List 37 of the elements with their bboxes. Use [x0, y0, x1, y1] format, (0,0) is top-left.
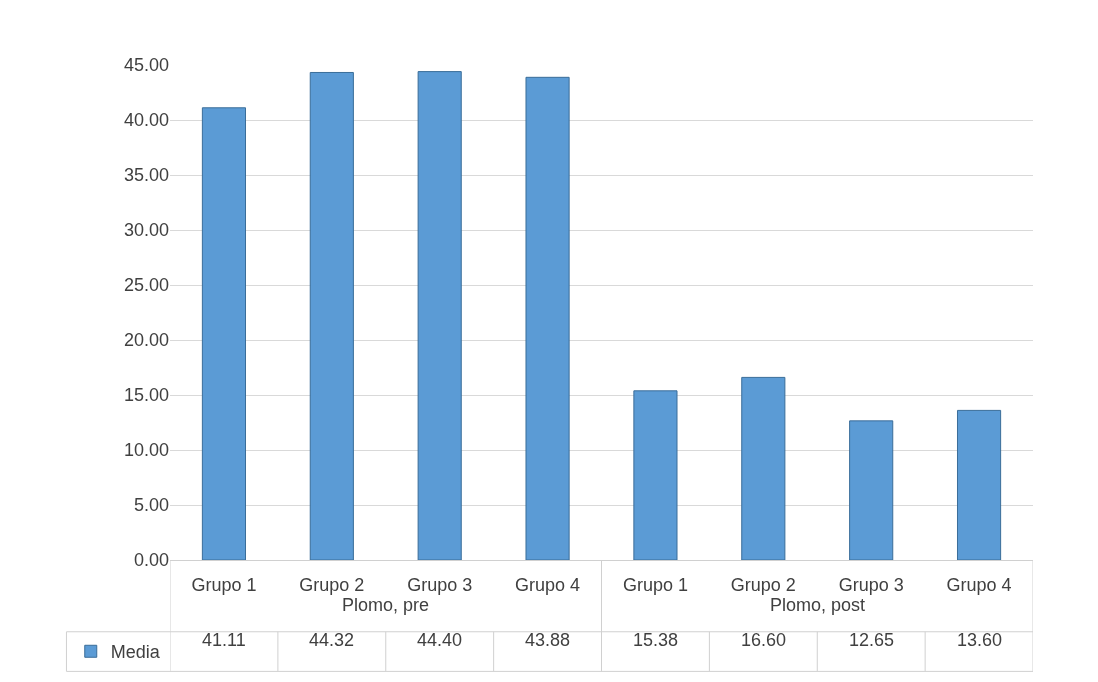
- data-label: 16.60: [741, 630, 787, 650]
- y-tick-label: 20.00: [123, 330, 169, 351]
- x-tick-label: Grupo 2: [730, 574, 796, 595]
- bar: [956, 409, 1002, 560]
- data-label: 13.60: [957, 630, 1003, 650]
- data-label: 43.88: [525, 630, 571, 650]
- data-label: 44.32: [309, 630, 355, 650]
- bar: [201, 107, 247, 560]
- y-tick-label: 5.00: [133, 495, 169, 516]
- bar: [849, 420, 894, 560]
- y-tick-label: 45.00: [123, 55, 169, 76]
- y-tick-label: 10.00: [123, 440, 169, 461]
- x-tick-label: Grupo 3: [407, 574, 473, 595]
- text: Plomo, pre: [342, 595, 430, 615]
- bar: [633, 390, 678, 560]
- y-tick-label: 35.00: [123, 165, 169, 186]
- legend-label: Media: [110, 642, 161, 663]
- x-tick-label: Grupo 1: [622, 574, 688, 595]
- y-tick-label: 40.00: [123, 110, 169, 131]
- bar: [525, 76, 570, 560]
- x-tick-label: Grupo 3: [838, 574, 904, 595]
- data-label: 44.40: [417, 630, 463, 650]
- data-label: 41.11: [202, 630, 246, 650]
- x-tick-label: Grupo 1: [191, 574, 257, 595]
- y-tick-label: 30.00: [123, 220, 169, 241]
- text: Plomo, post: [770, 595, 866, 615]
- data-label: 15.38: [633, 630, 679, 650]
- y-tick-label: 15.00: [123, 385, 169, 406]
- x-tick-label: Grupo 4: [515, 574, 581, 595]
- y-tick-label: 25.00: [123, 275, 169, 296]
- x-tick-label: Grupo 4: [946, 574, 1012, 595]
- x-tick-label: Grupo 2: [299, 574, 365, 595]
- bar: [741, 376, 786, 560]
- data-label: 12.65: [849, 630, 895, 650]
- y-tick-label: 0.00: [133, 550, 169, 571]
- bar: [309, 71, 354, 560]
- bar: [417, 71, 462, 560]
